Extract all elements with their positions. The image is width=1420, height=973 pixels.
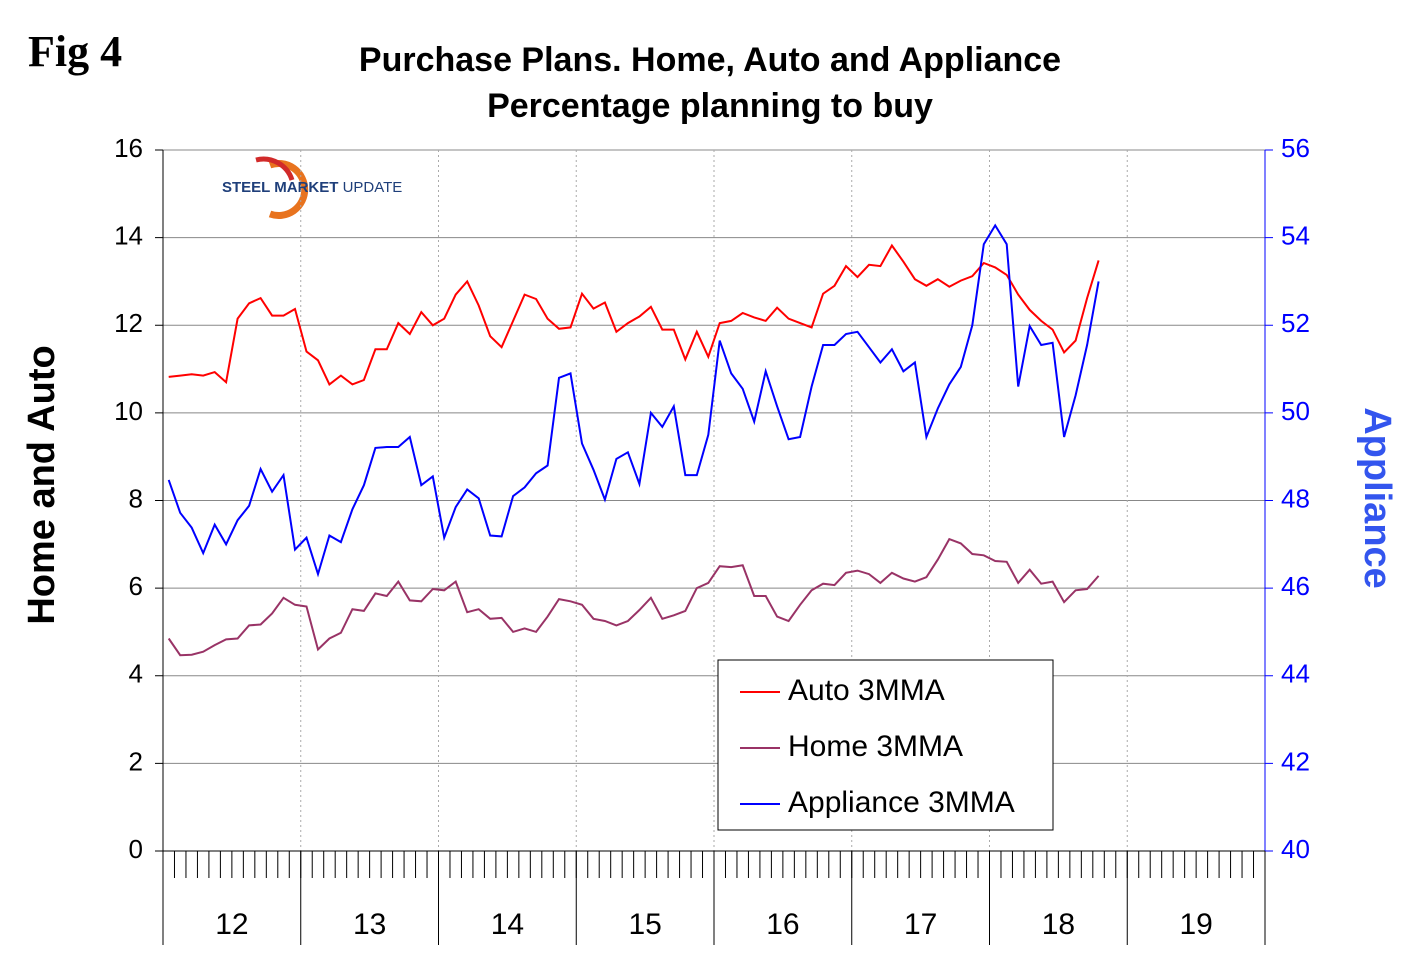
logo-arc (255, 156, 295, 181)
logo-bold: STEEL MARKET (222, 179, 338, 196)
series-line (167, 223, 1100, 578)
y2-tick-label: 48 (1281, 483, 1310, 513)
x-group-label: 18 (1042, 908, 1075, 941)
series-line (168, 243, 1100, 386)
legend-label: Appliance 3MMA (788, 786, 1015, 819)
x-group-label: 14 (491, 908, 524, 941)
legend: Auto 3MMA Home 3MMA Appliance 3MMA (717, 659, 1054, 831)
y-tick-label: 4 (129, 659, 143, 689)
y-axis-label: Home and Auto (21, 345, 63, 624)
x-group-label: 17 (904, 908, 937, 941)
y-tick-label: 6 (129, 571, 143, 601)
y-tick-label: 16 (114, 133, 143, 163)
logo-light: UPDATE (343, 179, 403, 196)
y-tick-label: 8 (129, 483, 143, 513)
legend-box (717, 659, 1054, 831)
fig-label: Fig 4 (28, 27, 122, 76)
x-group-label: 15 (628, 908, 661, 941)
legend-label: Home 3MMA (788, 730, 963, 763)
y-tick-label: 12 (114, 308, 143, 338)
logo: STEEL MARKET UPDATE (222, 156, 402, 219)
y2-tick-label: 52 (1281, 308, 1310, 338)
y2-tick-label: 46 (1281, 571, 1310, 601)
chart-subtitle: Percentage planning to buy (487, 87, 933, 125)
y2-tick-label: 44 (1281, 659, 1310, 689)
series-line (167, 537, 1100, 657)
logo-text: STEEL MARKET UPDATE (222, 179, 402, 196)
y-tick-label: 10 (114, 396, 143, 426)
x-group-label: 19 (1179, 908, 1212, 941)
x-group-label: 12 (215, 908, 248, 941)
x-group-label: 16 (766, 908, 799, 941)
y-tick-label: 0 (129, 834, 143, 864)
y-tick-label: 2 (129, 746, 143, 776)
y2-axis-label: Appliance (1356, 407, 1398, 589)
y2-tick-label: 54 (1281, 221, 1310, 251)
chart-title: Purchase Plans. Home, Auto and Appliance (359, 41, 1061, 79)
x-group-label: 13 (353, 908, 386, 941)
y2-tick-label: 56 (1281, 133, 1310, 163)
legend-label: Auto 3MMA (788, 674, 945, 707)
y2-tick-label: 42 (1281, 746, 1310, 776)
y-tick-label: 14 (114, 221, 143, 251)
y2-tick-label: 40 (1281, 834, 1310, 864)
y2-tick-label: 50 (1281, 396, 1310, 426)
